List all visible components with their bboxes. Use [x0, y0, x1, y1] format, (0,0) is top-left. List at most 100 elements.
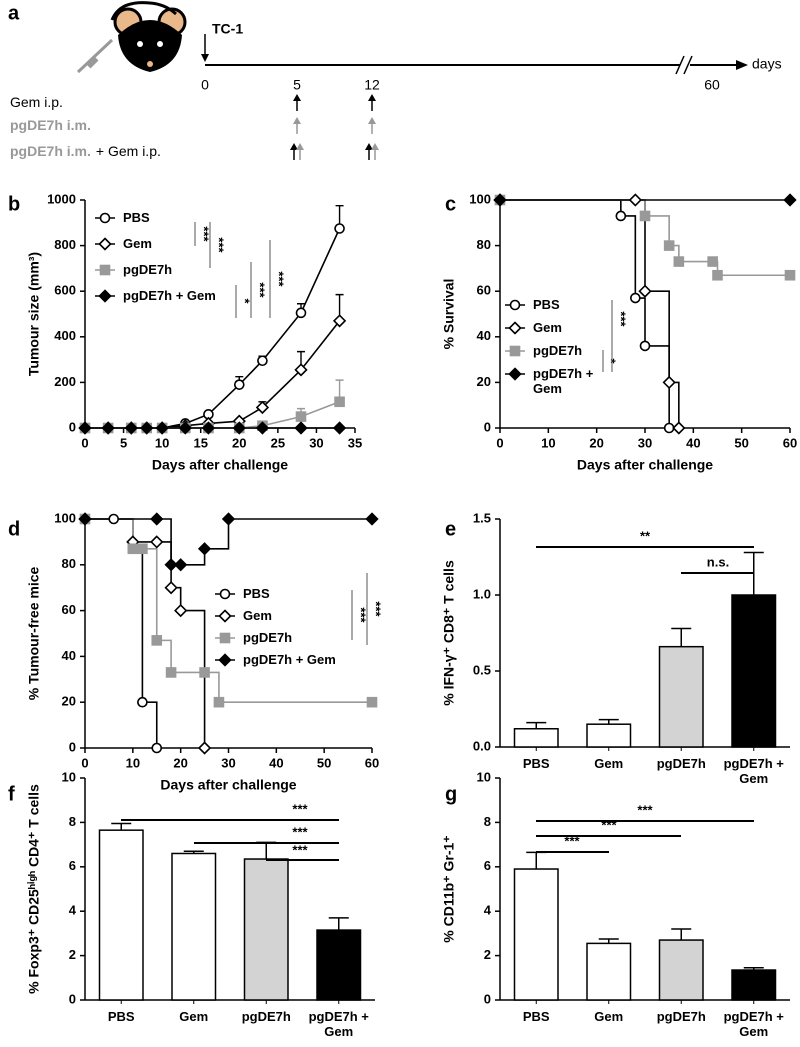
marker	[137, 696, 148, 708]
y-axis-title: % IFN-γ⁺ CD8⁺ T cells	[441, 560, 457, 706]
x-tick-label-box: PBS	[522, 1009, 550, 1024]
schedule-part: pgDE7h i.m.	[10, 117, 91, 133]
bar	[316, 929, 362, 1001]
error-bar	[598, 718, 619, 725]
marker	[332, 421, 347, 435]
significance-label: n.s.	[707, 554, 729, 569]
marker	[174, 603, 188, 618]
dose-arrow	[368, 94, 376, 101]
legend-label: PBS	[533, 297, 560, 312]
legend-marker	[219, 632, 231, 644]
x-tick-label: 60	[365, 755, 379, 770]
y-tick-label: 0.5	[473, 662, 491, 677]
x-tick-label: 50	[317, 755, 331, 770]
y-tick-label: 6	[69, 858, 76, 873]
y-tick-label: 100	[469, 191, 491, 206]
error-bar	[526, 721, 547, 729]
day-label: 12	[364, 77, 380, 93]
marker	[257, 355, 268, 367]
marker	[334, 396, 345, 408]
x-tick-label-box: PBS	[523, 756, 550, 771]
step-line	[85, 518, 372, 566]
marker	[101, 421, 115, 435]
bar	[731, 594, 777, 748]
x-tick-label: 20	[589, 435, 603, 450]
y-tick-label: 400	[54, 328, 76, 343]
x-tick-label: 30	[221, 755, 235, 770]
event-label: TC-1	[212, 21, 243, 37]
marker	[639, 340, 651, 352]
legend-label: Gem	[123, 236, 152, 251]
legend-marker	[219, 588, 231, 600]
significance-label: ***	[292, 801, 308, 816]
day-label: 60	[704, 77, 720, 93]
unit-label: days	[752, 56, 782, 72]
marker	[199, 667, 210, 678]
schedule-row: pgDE7h i.m.	[10, 117, 91, 133]
y-tick-label: 800	[54, 237, 76, 252]
panel-label: g	[445, 783, 457, 805]
bar	[658, 645, 704, 748]
legend-marker	[508, 367, 522, 381]
dose-arrow	[371, 143, 379, 150]
y-tick-label: 8	[484, 814, 491, 829]
legend-marker	[98, 289, 112, 303]
marker	[140, 421, 154, 435]
y-tick-label: 200	[54, 374, 76, 389]
dose-arrow	[293, 94, 301, 101]
bar	[98, 829, 144, 1001]
legend-marker	[218, 653, 232, 667]
marker	[639, 210, 651, 222]
marker	[151, 742, 163, 754]
y-tick-label: 0.0	[473, 738, 491, 753]
day-label: 5	[293, 77, 301, 93]
significance-label: ***	[212, 237, 227, 253]
y-tick-label: 60	[477, 283, 491, 298]
x-tick-label-box: pgDE7h + Gem	[724, 1009, 784, 1039]
x-tick-label: 20	[173, 755, 187, 770]
marker	[197, 741, 212, 755]
legend-label: PBS	[243, 586, 270, 601]
panel-label: f	[8, 783, 15, 805]
legend-marker	[509, 299, 521, 311]
marker	[127, 543, 139, 555]
x-axis-title: Days after challenge	[152, 457, 288, 473]
schedule-part: Gem i.p.	[10, 94, 63, 110]
marker	[628, 193, 642, 207]
marker	[150, 535, 164, 549]
marker	[615, 210, 627, 222]
marker	[663, 240, 675, 251]
y-tick-label: 600	[54, 283, 76, 298]
x-tick-label-box: PBS	[108, 1009, 135, 1024]
marker	[164, 558, 178, 572]
x-tick-label-box: pgDE7h	[657, 1009, 706, 1024]
marker	[295, 411, 307, 422]
syringe-icon	[76, 38, 114, 74]
y-axis-title: Tumour size (mm³)	[26, 252, 42, 376]
legend-label-box: PBS	[123, 210, 150, 225]
marker	[784, 269, 796, 281]
x-tick-label: 10	[126, 755, 140, 770]
x-tick-label: 0	[81, 435, 88, 450]
significance-label: *	[604, 358, 619, 364]
significance-label: ***	[253, 282, 268, 298]
panel-label: b	[8, 193, 20, 215]
y-tick-label: 0	[484, 419, 491, 434]
challenge-arrow	[201, 54, 209, 62]
y-tick-label: 1000	[47, 191, 76, 206]
marker	[197, 542, 212, 556]
significance-label: **	[640, 528, 651, 543]
y-tick-label: 60	[62, 602, 76, 617]
dose-arrow	[365, 143, 373, 150]
significance-label: ***	[292, 842, 308, 857]
marker	[630, 292, 641, 304]
legend-marker	[99, 212, 111, 224]
marker	[707, 256, 718, 267]
x-tick-label: 0	[81, 755, 88, 770]
legend-label: pgDE7h	[243, 630, 293, 645]
bar	[243, 858, 289, 1001]
panel-label: c	[445, 193, 456, 215]
x-tick-label: PBS	[522, 1009, 550, 1024]
x-tick-label: 20	[232, 435, 246, 450]
y-tick-label: 0	[69, 739, 76, 754]
